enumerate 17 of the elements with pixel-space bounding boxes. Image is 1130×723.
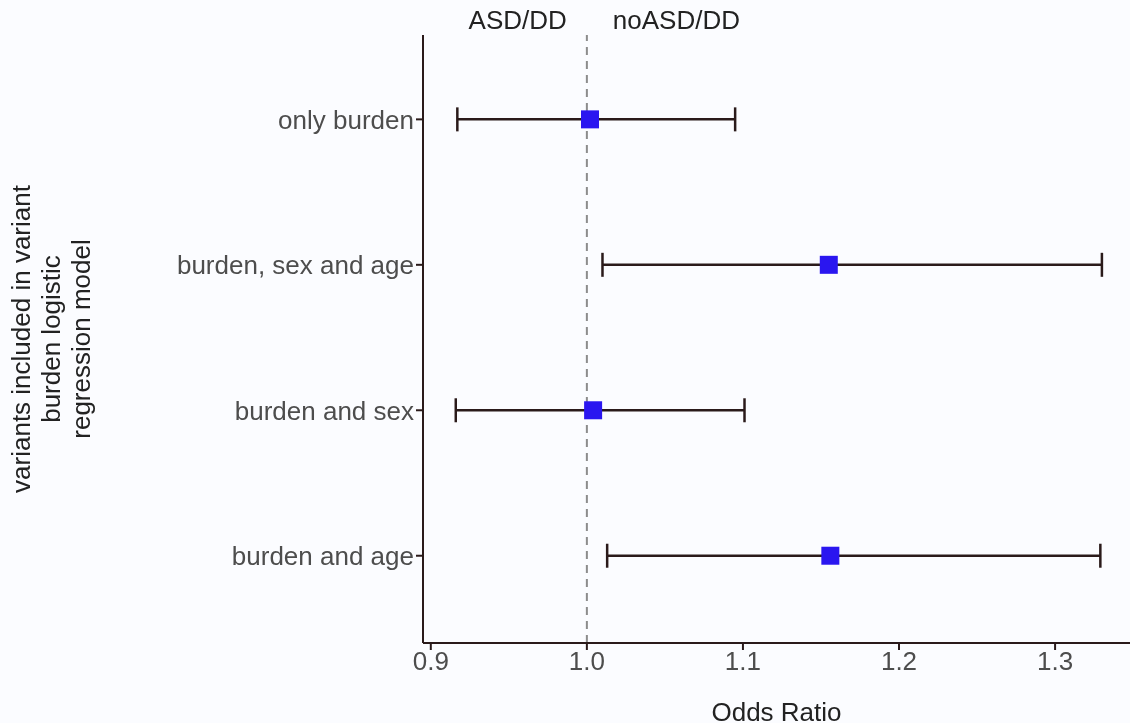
point [584,401,603,420]
point [821,546,840,565]
y-tick-label: burden, sex and age [176,250,414,281]
y-tick-label: only burden [278,104,414,135]
y-tick-label: burden and sex [234,395,414,426]
annotation: noASD/DD [612,5,741,35]
x-axis-title: Odds Ratio [711,697,842,723]
y-axis-title: variants included in variant burden logistic regression model [6,184,96,493]
x-tick-label: 0.9 [412,646,449,677]
y-tick-label: burden and age [231,540,414,571]
point [581,110,599,129]
x-tick-label: 1.2 [880,646,918,677]
point [819,255,838,274]
x-tick-label: 1.0 [568,646,605,677]
x-tick-label: 1.3 [1037,646,1074,677]
x-tick-label: 1.1 [724,646,762,677]
annotation: ASD/DD [468,5,567,35]
